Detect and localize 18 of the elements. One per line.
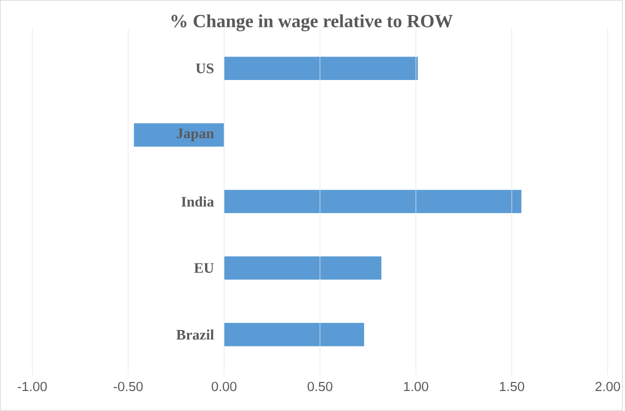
bar bbox=[224, 323, 364, 346]
y-tick-label: EU bbox=[194, 263, 214, 274]
x-tick-label: 2.00 bbox=[596, 382, 620, 392]
bar bbox=[224, 256, 382, 280]
chart-title: % Change in wage relative to ROW bbox=[172, 14, 453, 32]
y-tick-label: Japan bbox=[176, 128, 214, 142]
x-tick-label: 1.50 bbox=[500, 382, 524, 392]
x-tick-label: -1.00 bbox=[18, 382, 47, 392]
y-tick-label: Brazil bbox=[176, 330, 214, 340]
bar bbox=[134, 124, 224, 147]
x-tick-label: -0.50 bbox=[114, 382, 143, 392]
x-tick-label: 1.00 bbox=[404, 382, 428, 392]
y-tick-label: US bbox=[196, 64, 214, 74]
x-tick-label: 0.50 bbox=[308, 382, 332, 392]
bar bbox=[224, 57, 418, 80]
x-tick-label: 0.00 bbox=[212, 382, 236, 392]
y-tick-label: India bbox=[181, 196, 214, 207]
bar bbox=[224, 190, 522, 214]
